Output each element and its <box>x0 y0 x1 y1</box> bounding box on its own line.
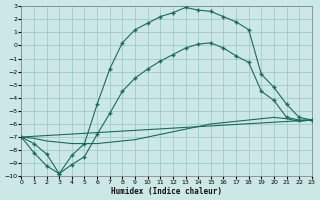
X-axis label: Humidex (Indice chaleur): Humidex (Indice chaleur) <box>111 187 222 196</box>
